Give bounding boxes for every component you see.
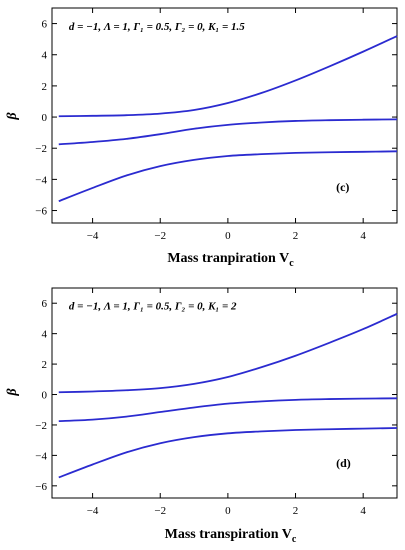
series-line-2 xyxy=(58,397,398,423)
x-axis-title-subscript: c xyxy=(292,534,297,545)
x-tick-label: −2 xyxy=(154,505,166,517)
y-axis-title: β xyxy=(5,112,20,121)
y-tick-label: −6 xyxy=(35,481,47,493)
series-line-3 xyxy=(58,427,398,479)
chart-panel-1: −4 −2 0 2 4 −6 −4 −2 0 2 4 6 d = −1, Λ = 1, Γ₁ = 0.5… xyxy=(5,7,398,269)
y-tick-label: 4 xyxy=(42,329,48,341)
parameter-annotation: d = −1, Λ = 1, Γ₁ = 0.5, Γ₂ = 0, K₁ = 1.… xyxy=(69,21,245,33)
y-tick-label: −2 xyxy=(35,420,47,432)
x-axis-title-text: Mass tranpiration V xyxy=(167,251,289,266)
y-tick-label: 0 xyxy=(42,390,48,402)
y-tick-label: 2 xyxy=(42,359,48,371)
y-tick-label: −6 xyxy=(35,206,47,218)
y-tick-label: 4 xyxy=(42,50,48,62)
y-tick-label: −4 xyxy=(35,450,47,462)
x-axis-title: Mass tranpiration Vc xyxy=(167,251,294,269)
y-tick-label: −4 xyxy=(35,174,47,186)
panel-label: (d) xyxy=(336,456,351,470)
x-tick-label: 4 xyxy=(360,230,366,242)
plot-frame xyxy=(51,287,398,499)
x-tick-label: 2 xyxy=(293,230,299,242)
series-line-3 xyxy=(58,150,398,203)
x-tick-label: 0 xyxy=(225,230,231,242)
y-tick-label: 0 xyxy=(42,112,48,124)
x-tick-label: 2 xyxy=(293,505,299,517)
panel-label: (c) xyxy=(336,180,349,194)
x-tick-label: 4 xyxy=(360,505,366,517)
series-line-1 xyxy=(58,313,398,394)
x-axis-title: Mass transpiration Vc xyxy=(165,527,297,545)
y-tick-label: −2 xyxy=(35,143,47,155)
x-axis-title-text: Mass transpiration V xyxy=(165,527,292,542)
x-axis-title-subscript: c xyxy=(289,258,294,269)
y-axis-title: β xyxy=(5,388,20,397)
chart-panel-2: −4 −2 0 2 4 −6 −4 −2 0 2 4 6 d = −1, Λ = 1, Γ₁ = 0.5… xyxy=(5,287,398,545)
y-tick-label: 6 xyxy=(42,19,48,31)
x-tick-label: 0 xyxy=(225,505,231,517)
series-line-1 xyxy=(58,35,398,118)
y-tick-label: 6 xyxy=(42,298,48,310)
x-tick-label: −4 xyxy=(87,505,99,517)
plot-frame xyxy=(51,7,398,224)
series-line-2 xyxy=(58,118,398,146)
parameter-annotation: d = −1, Λ = 1, Γ₁ = 0.5, Γ₂ = 0, K₁ = 2 xyxy=(69,300,237,312)
y-tick-label: 2 xyxy=(42,81,48,93)
x-tick-label: −2 xyxy=(154,230,166,242)
x-tick-label: −4 xyxy=(87,230,99,242)
